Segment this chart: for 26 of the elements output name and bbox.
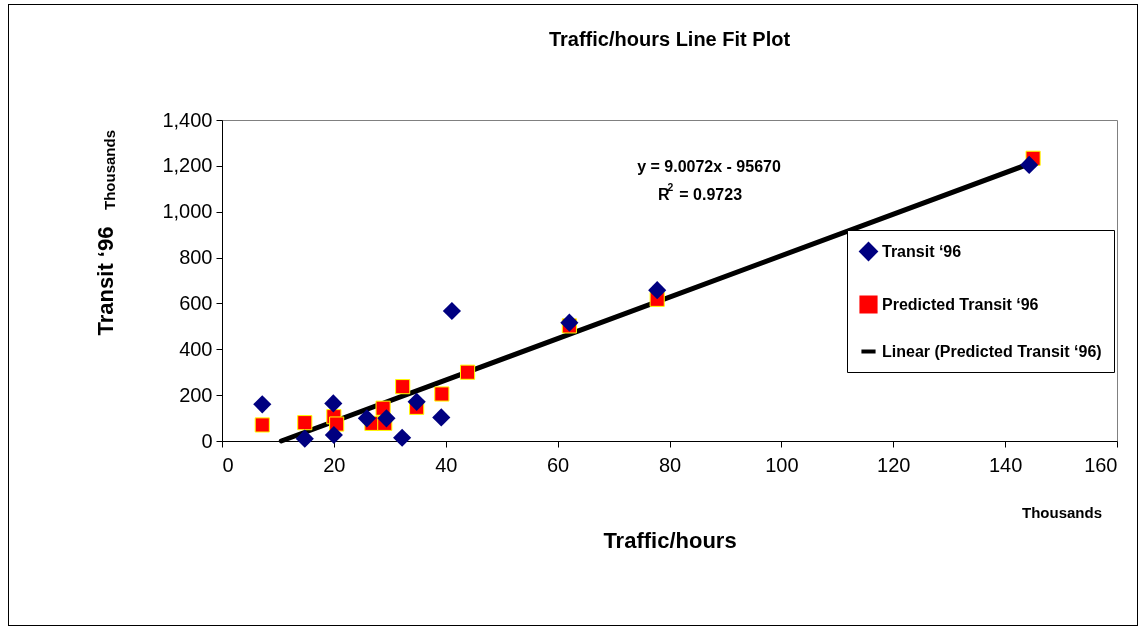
y-tick-label: 400 — [179, 337, 213, 360]
x-tick-label: 140 — [988, 453, 1023, 476]
x-tick-label: 0 — [222, 453, 234, 476]
y-tick-label: 1,200 — [162, 154, 213, 177]
legend-label: Linear (Predicted Transit ‘96) — [882, 342, 1102, 360]
annotation: y = 9.0072x - 95670 — [637, 158, 781, 175]
x-tick-label: 100 — [765, 453, 799, 476]
x-tick-label: 40 — [435, 453, 458, 476]
y-tick-label: 0 — [201, 429, 213, 452]
text: Thousands — [101, 129, 118, 211]
text: Thousands — [1021, 504, 1103, 521]
y-tick-label: 800 — [179, 246, 213, 269]
x-axis-title: Traffic/hours — [603, 527, 737, 553]
x-tick-label: 160 — [1084, 453, 1118, 476]
y-tick-label: 200 — [179, 383, 213, 406]
y-tick-label: 1,400 — [162, 108, 213, 131]
y-axis-title: Transit ‘96 — [93, 226, 119, 336]
x-tick-label: 60 — [547, 453, 570, 476]
y-tick-label: 600 — [179, 291, 213, 314]
x-tick-label: 80 — [658, 453, 682, 476]
x-tick-label: 120 — [877, 453, 911, 476]
legend-label: Predicted Transit ‘96 — [882, 295, 1039, 313]
x-tick-label: 20 — [323, 453, 346, 476]
chart-title: Traffic/hours Line Fit Plot — [548, 28, 791, 50]
y-tick-label: 1,000 — [162, 200, 213, 223]
legend-label: Transit ‘96 — [882, 242, 962, 260]
